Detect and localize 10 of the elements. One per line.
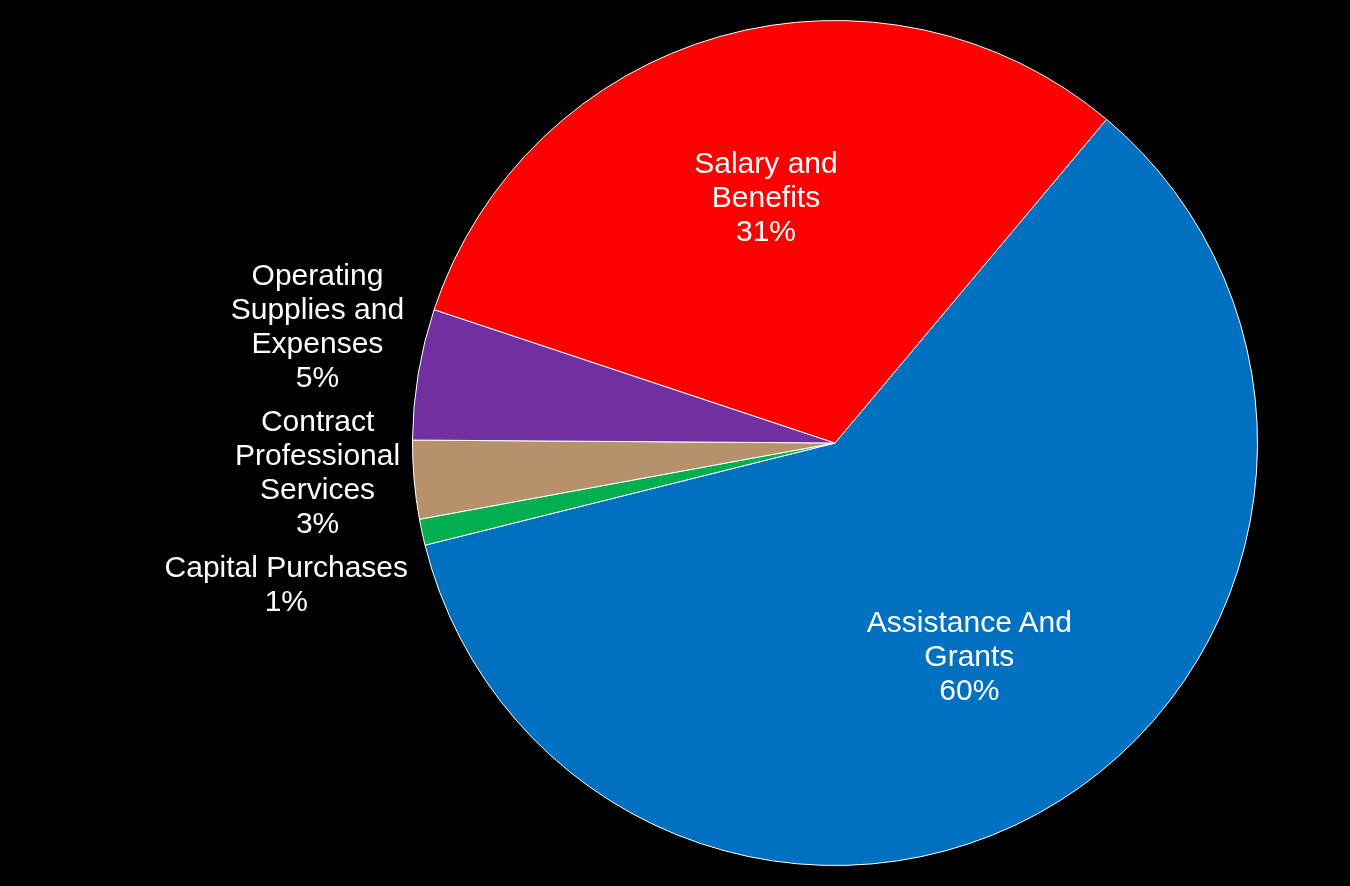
- slice-label: Salary and Benefits: [694, 146, 838, 214]
- slice-label: Capital Purchases: [164, 549, 409, 583]
- slice-label: Operating Supplies and Expenses: [230, 257, 405, 359]
- slice-label: Assistance And Grants: [866, 605, 1072, 673]
- data-label: 31%: [735, 214, 796, 248]
- data-label: 1%: [264, 583, 308, 617]
- data-label: 5%: [295, 359, 340, 393]
- slice-label: Contract Professional Services: [235, 403, 401, 505]
- data-label: 60%: [939, 673, 1000, 707]
- data-label: 3%: [295, 505, 340, 539]
